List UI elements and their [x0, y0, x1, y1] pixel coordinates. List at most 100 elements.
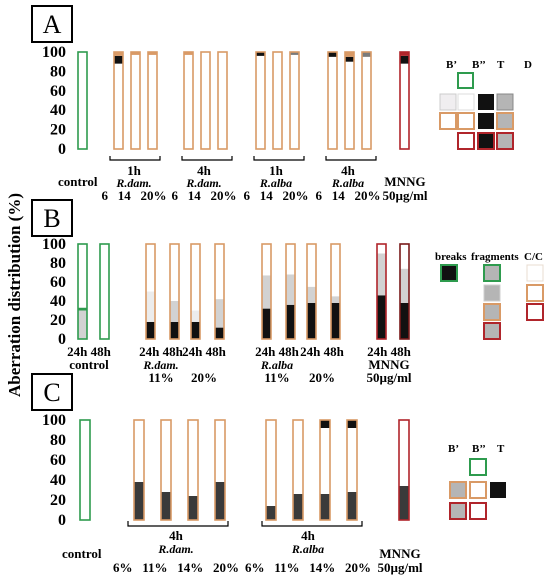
bar-segment [170, 321, 179, 339]
panel-c-group1-concs: 6% 11% 14% 20% [113, 560, 239, 575]
bar-segment [290, 54, 299, 149]
bar [133, 419, 145, 521]
bar-segment [307, 302, 316, 339]
bar [376, 243, 387, 340]
y-tick-label: 80 [50, 432, 66, 449]
bar [77, 243, 88, 340]
bar-segment [400, 55, 409, 64]
panel-b-legend: breaks fragments C/C [435, 251, 544, 340]
panel-a-letter: A [43, 10, 62, 39]
bar-segment [307, 244, 316, 287]
bar-outline [145, 243, 156, 340]
bar-segment [114, 63, 123, 149]
panel-c-y-axis: 0 20 40 60 80 100 [42, 412, 66, 529]
bar-segment [345, 52, 354, 57]
bar-outline [399, 243, 410, 340]
bar-segment [78, 244, 87, 308]
bar-segment [377, 295, 386, 339]
bar-segment [331, 244, 340, 297]
y-tick-label: 0 [58, 512, 66, 529]
bar-segment [400, 244, 409, 269]
bar-outline [285, 243, 296, 340]
panel-b-rdam-label: R.dam. [142, 358, 178, 372]
panel-c-group-brackets [127, 521, 363, 527]
bar-segment [256, 52, 265, 56]
bar-segment [262, 244, 271, 276]
legend-a-tan-gray-box [496, 112, 514, 130]
bar-segment [191, 244, 200, 311]
bar-outline [133, 419, 145, 521]
panel-c-group1-time: 4h [169, 528, 184, 543]
bar-segment [146, 244, 155, 292]
bar-segment [362, 52, 371, 57]
bar-segment [262, 275, 271, 309]
legend-b-cc-tan-box [526, 284, 544, 302]
bar-segment [286, 304, 295, 339]
bar-outline [292, 419, 304, 521]
panel-c-letter-box [31, 373, 73, 411]
legend-a-gray-box [496, 93, 514, 111]
panel-a-control-label: control [58, 174, 98, 189]
panel-b-letter-box [31, 199, 73, 237]
panel-a-group-brackets [109, 156, 377, 161]
bar-segment [331, 302, 340, 339]
bar-outline [261, 243, 272, 340]
bar-segment [377, 253, 386, 296]
legend-b-frag-gray-box [483, 284, 501, 302]
bar-segment [191, 321, 200, 339]
bar-outline [346, 419, 358, 521]
bar-segment [400, 63, 409, 149]
legend-b-frag-tan-box [483, 303, 501, 321]
y-tick-label: 20 [50, 122, 66, 139]
legend-a-red-black-box [477, 132, 495, 150]
legend-b-label-cc: C/C [524, 251, 543, 263]
bar-segment [148, 52, 157, 55]
panel-b: B 0 20 40 60 80 100 24h 48h control 24h 48h R… [31, 199, 544, 385]
bar [99, 243, 110, 340]
bar [113, 51, 124, 150]
y-tick-label: 0 [58, 331, 66, 348]
bar-segment [146, 321, 155, 339]
panel-b-pair-label-3: 24h 48h [182, 344, 226, 359]
bar-segment [256, 55, 265, 149]
bar-segment [320, 428, 330, 494]
bar-segment [201, 52, 210, 149]
panel-b-rdam-20-conc: 20% [191, 370, 217, 385]
bar [169, 243, 180, 340]
panel-a-legend: B’ B’’ T D [439, 59, 532, 150]
legend-c-red-gray-box [449, 502, 467, 520]
bar-segment [400, 302, 409, 339]
bar-segment [114, 55, 123, 64]
bar-outline [327, 51, 338, 150]
bar [327, 51, 338, 150]
bar [306, 243, 317, 340]
bar-outline [200, 51, 211, 150]
bar-outline [376, 243, 387, 340]
bar [130, 51, 141, 150]
bar-segment [262, 308, 271, 339]
y-tick-label: 100 [42, 412, 66, 429]
y-tick-label: 60 [50, 452, 66, 469]
bar [160, 419, 172, 521]
panel-a-group3-concs: 6 14 20% [244, 188, 309, 203]
legend-a-tan-box-2 [457, 112, 475, 130]
y-tick-label: 60 [50, 274, 66, 291]
legend-a-red-gray-box [496, 132, 514, 150]
bar-segment [377, 244, 386, 254]
panel-b-pair-label-2: 24h 48h [139, 344, 183, 359]
legend-c-tan-gray-box [449, 481, 467, 499]
bar [217, 51, 228, 150]
panel-a-group1-name: R.dam. [115, 176, 151, 190]
y-tick-label: 80 [50, 255, 66, 272]
bar-outline [169, 243, 180, 340]
panel-a-group2-name: R.dam. [185, 176, 221, 190]
bar-segment [134, 482, 144, 520]
bar-segment [114, 52, 123, 56]
panel-c-mnng-conc: 50µg/ml [377, 560, 422, 575]
y-axis-label: Aberration distribution (%) [5, 193, 24, 397]
legend-a-black-box [478, 94, 494, 110]
bar [285, 243, 296, 340]
bar-segment [293, 494, 303, 520]
panel-c-group2-time: 4h [301, 528, 316, 543]
